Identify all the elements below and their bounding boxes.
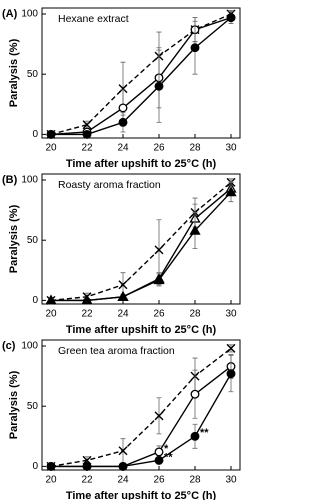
series-line: [51, 365, 232, 468]
panel: (c) Green tea aroma fraction 0 50 100 20 22 24 2…: [2, 339, 241, 500]
y-tick-label: 50: [27, 401, 39, 412]
marker: [46, 129, 56, 139]
x-tick-label: 22: [81, 143, 93, 154]
plot-frame: [41, 7, 241, 139]
y-tick-label: 0: [32, 129, 38, 140]
marker: [226, 13, 236, 23]
x-tick-label: 28: [189, 309, 201, 320]
marker: [154, 455, 164, 465]
y-tick-label: 100: [21, 9, 38, 20]
y-tick-label: 0: [32, 461, 38, 472]
x-tick-label: 28: [189, 475, 201, 486]
marker: [117, 290, 129, 301]
series-line: [50, 13, 232, 136]
x-tick-label: 20: [45, 309, 57, 320]
significance-mark: **: [164, 451, 173, 463]
x-tick-label: 30: [225, 475, 237, 486]
plot-frame: [41, 173, 241, 305]
x-tick-label: 26: [153, 309, 165, 320]
marker: [190, 431, 200, 441]
marker: [190, 389, 200, 399]
y-tick-label: 100: [21, 175, 38, 186]
panel: (B) Roasty aroma fraction 0 50 100 20 22 24 26 28…: [2, 173, 241, 336]
marker: [226, 369, 236, 379]
x-tick-label: 22: [81, 309, 93, 320]
y-tick-label: 50: [27, 69, 39, 80]
x-tick-label: 20: [45, 475, 57, 486]
marker: [154, 245, 164, 255]
x-tick-label: 24: [117, 143, 129, 154]
y-axis-label: Paralysis (%): [8, 38, 20, 107]
series-line: [50, 347, 232, 468]
series-line: [50, 181, 232, 302]
x-tick-label: 22: [81, 475, 93, 486]
significance-mark: **: [200, 427, 209, 439]
significance-mark: *: [164, 443, 169, 455]
series-line: [51, 17, 232, 136]
x-tick-label: 24: [117, 475, 129, 486]
marker: [153, 274, 165, 285]
marker: [154, 81, 164, 91]
chart-title: Green tea aroma fraction: [58, 345, 175, 357]
marker: [82, 461, 92, 471]
x-axis-label: Time after upshift to 25°C (h): [66, 158, 217, 170]
marker: [118, 461, 128, 471]
y-tick-label: 100: [21, 341, 38, 352]
marker: [190, 43, 200, 53]
marker: [118, 103, 128, 113]
marker: [81, 294, 93, 305]
chart-title: Hexane extract: [58, 13, 129, 25]
series-line: [51, 373, 232, 468]
marker: [189, 224, 201, 235]
x-tick-label: 26: [153, 475, 165, 486]
marker: [46, 461, 56, 471]
figure: (A) Hexane extract 0 50 100 20 22 24 26 28 30 Time …: [2, 7, 241, 500]
x-tick-label: 24: [117, 309, 129, 320]
x-axis-label: Time after upshift to 25°C (h): [66, 490, 217, 500]
plot-frame: [41, 339, 241, 471]
marker: [225, 186, 237, 197]
panel-label: (A): [2, 8, 18, 20]
x-axis-label: Time after upshift to 25°C (h): [66, 324, 217, 336]
panel-label: (B): [2, 174, 18, 186]
marker: [82, 120, 92, 130]
chart-title: Roasty aroma fraction: [58, 179, 161, 191]
marker: [118, 280, 128, 290]
series-line: [51, 191, 232, 302]
x-tick-label: 26: [153, 143, 165, 154]
marker: [226, 343, 236, 353]
panel-label: (c): [2, 340, 16, 352]
marker: [118, 117, 128, 127]
marker: [118, 446, 128, 456]
series-line: [50, 16, 232, 136]
panel: (A) Hexane extract 0 50 100 20 22 24 26 28 30 Time …: [2, 7, 241, 170]
y-tick-label: 0: [32, 295, 38, 306]
x-tick-label: 28: [189, 143, 201, 154]
x-tick-label: 30: [225, 309, 237, 320]
marker: [118, 84, 128, 94]
marker: [154, 411, 164, 421]
y-tick-label: 50: [27, 235, 39, 246]
y-axis-label: Paralysis (%): [8, 204, 20, 273]
x-tick-label: 20: [45, 143, 57, 154]
marker: [154, 447, 164, 457]
y-axis-label: Paralysis (%): [8, 370, 20, 439]
x-tick-label: 30: [225, 143, 237, 154]
marker: [45, 294, 57, 305]
marker: [82, 129, 92, 139]
